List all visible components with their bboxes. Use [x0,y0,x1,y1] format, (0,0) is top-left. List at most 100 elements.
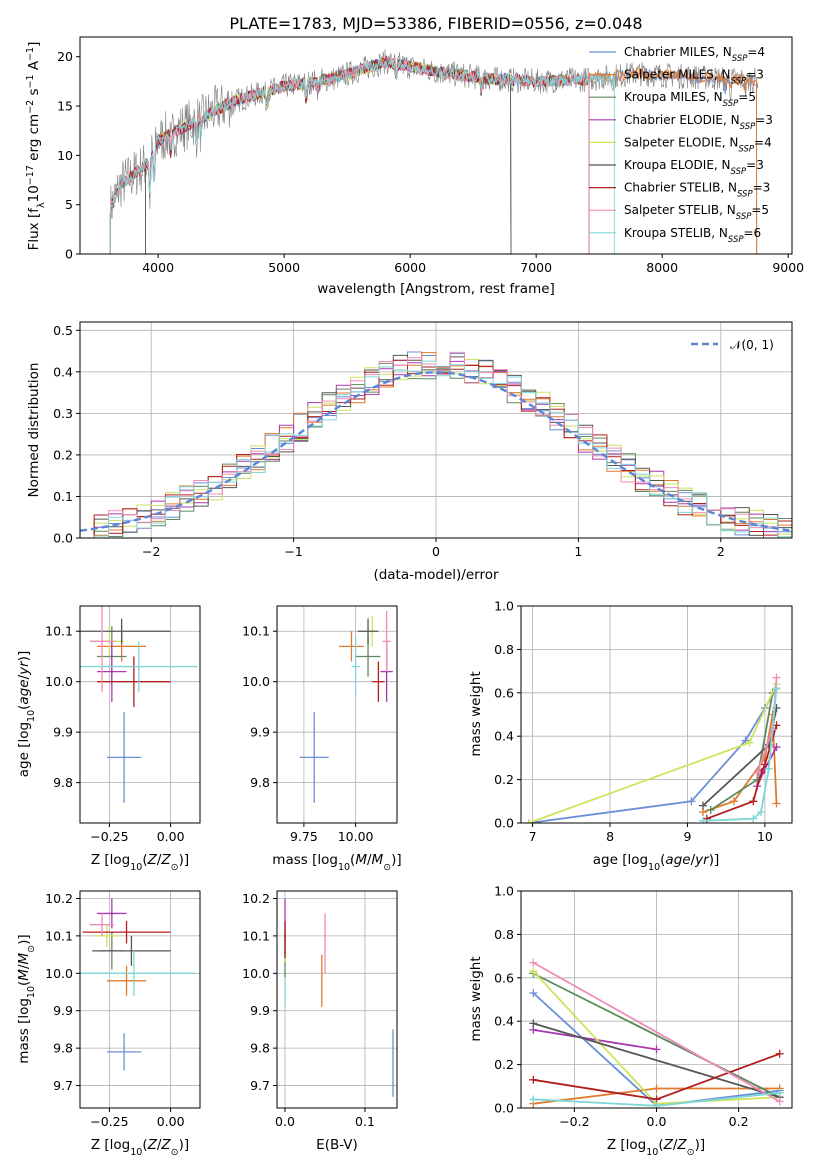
x-tick-label: 0.1 [355,1114,375,1129]
x-tick-label: −0.25 [90,829,128,844]
age-vs-z-panel: −0.25 0.00 9.8 9.9 10.0 10.1 Z [log10(Z/Z⊙)] ag… [16,605,201,873]
x-axis-label: E(B-V) [316,1137,358,1153]
data-point-marker [772,673,781,682]
plot-area [80,606,198,803]
x-tick-label: −1 [284,544,302,559]
data-point-marker [698,816,707,823]
data-point-marker [729,797,738,806]
y-tick-label: 10.0 [45,674,73,689]
x-tick-label: −2 [142,544,160,559]
y-tick-label: 5 [65,197,73,212]
legend-entry: Kroupa MILES, NSSP=5 [624,90,756,109]
model-spectrum-line [145,57,512,254]
y-tick-label: 9.8 [53,775,73,790]
model-spectrum-line [109,57,615,254]
data-point-marker [745,738,754,747]
y-tick-label: 10.1 [242,624,270,639]
x-axis-label: Z [log10(Z/Z⊙)] [91,852,189,873]
y-tick-label: 10.0 [242,966,270,981]
y-tick-label: 0.4 [494,1014,514,1029]
x-tick-label: 0.0 [275,1114,295,1129]
data-point-marker [764,764,773,773]
x-axis-label: Z [log10(Z/Z⊙)] [91,1137,189,1158]
y-tick-label: 0.0 [494,1101,514,1116]
model-spectrum-line [109,58,590,254]
y-tick-label: 0.5 [53,323,73,338]
axes-frame [520,605,793,824]
error-cross-marker [299,711,329,803]
y-tick-label: 0.3 [53,406,73,421]
data-point-marker [529,988,538,997]
data-point-marker [775,1088,784,1097]
model-spectrum-line [109,55,590,254]
weight-vs-z-panel: −0.2 0.0 0.2 0.0 0.2 0.4 0.6 0.8 1.0 Z [log10(Z/Z… [468,884,793,1158]
error-cross-marker [106,711,142,803]
y-tick-label: 0 [65,247,73,262]
mass-vs-ebv-panel: 0.0 0.1 9.7 9.8 9.9 10.0 10.1 10.2 E(B-V) [242,890,398,1153]
y-tick-label: 9.9 [53,1003,73,1018]
error-cross-marker [80,618,171,644]
figure-title: PLATE=1783, MJD=53386, FIBERID=0556, z=0… [229,14,642,33]
y-tick-label: 0.8 [494,927,514,942]
y-tick-label: 10.0 [45,966,73,981]
x-tick-label: 0.00 [157,829,185,844]
y-tick-label: 0.0 [53,531,73,546]
data-point-marker [529,958,538,967]
y-tick-label: 0.0 [494,816,514,831]
y-tick-label: 9.7 [250,1078,270,1093]
y-tick-label: 0.2 [53,447,73,462]
legend-entry: Kroupa ELODIE, NSSP=3 [624,158,764,177]
weight-series-line [532,972,781,1099]
x-tick-label: −0.25 [90,1114,128,1129]
y-tick-label: 9.8 [250,1041,270,1056]
plot-area [284,898,394,1097]
model-spectrum-line [109,56,758,254]
x-tick-label: 0.0 [647,1114,667,1129]
x-axis-label: age [log10(age/yr)] [593,852,719,873]
data-point-marker [772,684,781,693]
data-point-marker [753,769,762,778]
error-cross-marker [97,656,171,707]
data-point-marker [775,1097,784,1106]
legend-entry: Salpeter STELIB, NSSP=5 [624,203,769,222]
axes-frame [276,605,398,824]
legend-entry: Salpeter ELODIE, NSSP=4 [624,135,772,154]
data-point-marker [772,743,781,752]
x-tick-label: 0.2 [729,1114,749,1129]
x-tick-label: 8000 [646,260,678,275]
error-cross-marker [82,920,171,944]
y-tick-label: 20 [57,49,73,64]
error-cross-marker [80,950,196,996]
legend-entry: Chabrier STELIB, NSSP=3 [624,181,770,200]
y-tick-label: 10.0 [242,674,270,689]
error-cross-marker [92,935,171,966]
plot-area [299,611,393,803]
x-tick-label: 8 [606,829,614,844]
spectrum-panel: 4000 5000 6000 7000 8000 9000 0 5 10 15 20 Chabrier… [25,36,804,297]
axes-frame [79,605,201,824]
legend: Chabrier MILES, NSSP=4 Salpeter MILES, NS… [589,45,773,245]
data-point-marker [775,1049,784,1058]
y-tick-label: 10.1 [242,928,270,943]
data-point-marker [652,1045,661,1054]
y-tick-label: 0.4 [494,729,514,744]
axes-frame [79,890,201,1109]
y-tick-label: 9.9 [53,725,73,740]
y-tick-label: 10.2 [242,891,270,906]
data-point-marker [529,1095,538,1104]
error-cross-marker [106,1033,142,1071]
y-axis-label: Flux [fλ10−17 erg cm−2 s−1 A−1] [25,42,47,251]
histogram-step-line [80,352,792,538]
y-tick-label: 9.8 [53,1041,73,1056]
histogram-panel: −2 −1 0 1 2 0.0 0.1 0.2 0.3 0.4 0.5 𝒩(0, 1) (data-mo… [26,321,793,583]
error-cross-marker [89,913,115,936]
y-tick-label: 10.1 [45,624,73,639]
data-point-marker [760,760,769,769]
error-cross-marker [94,924,120,948]
x-tick-label: 10 [757,829,773,844]
y-tick-label: 0.4 [53,364,73,379]
x-tick-label: 10.00 [338,829,374,844]
x-axis-label: Z [log10(Z/Z⊙)] [607,1137,705,1158]
y-axis-label: mass [log10(M/M⊙)] [16,934,37,1063]
error-cross-marker [89,606,115,692]
